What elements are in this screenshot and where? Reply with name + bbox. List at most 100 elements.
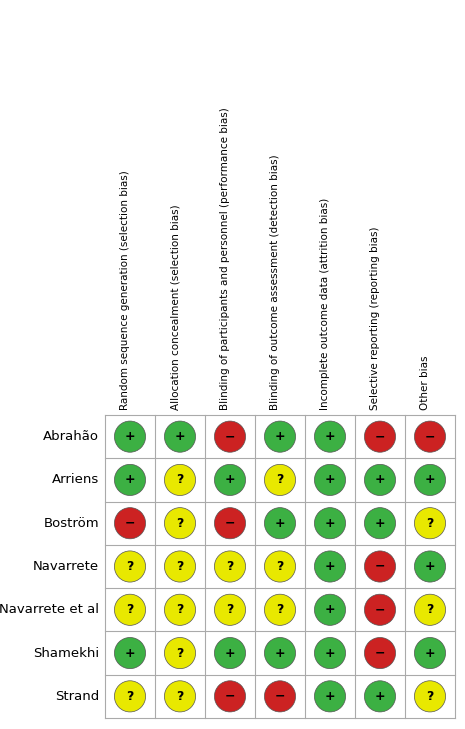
Text: −: − <box>375 647 385 660</box>
Text: +: + <box>425 560 435 573</box>
Circle shape <box>114 421 146 452</box>
Text: Strand: Strand <box>55 690 99 703</box>
Circle shape <box>214 594 246 625</box>
Text: −: − <box>275 690 285 703</box>
Text: Incomplete outcome data (attrition bias): Incomplete outcome data (attrition bias) <box>320 198 330 410</box>
Text: ?: ? <box>126 604 134 616</box>
Text: ?: ? <box>176 690 184 703</box>
Text: +: + <box>325 430 335 443</box>
Text: ?: ? <box>126 690 134 703</box>
Text: ?: ? <box>126 560 134 573</box>
Text: Blinding of participants and personnel (performance bias): Blinding of participants and personnel (… <box>220 107 230 410</box>
Circle shape <box>365 681 396 712</box>
Text: +: + <box>325 647 335 660</box>
Text: ?: ? <box>276 560 284 573</box>
Circle shape <box>165 681 196 712</box>
Text: ?: ? <box>176 604 184 616</box>
Text: ?: ? <box>426 517 434 530</box>
Circle shape <box>265 507 296 539</box>
Circle shape <box>314 507 345 539</box>
Circle shape <box>414 464 445 496</box>
Circle shape <box>314 464 345 496</box>
Circle shape <box>165 464 196 496</box>
Text: −: − <box>375 604 385 616</box>
Text: +: + <box>225 647 235 660</box>
Text: +: + <box>175 430 186 443</box>
Text: Blinding of outcome assessment (detection bias): Blinding of outcome assessment (detectio… <box>270 155 280 410</box>
Text: +: + <box>275 647 286 660</box>
Text: ?: ? <box>176 517 184 530</box>
Text: −: − <box>425 430 435 443</box>
Text: +: + <box>425 647 435 660</box>
Circle shape <box>414 637 445 668</box>
Text: ?: ? <box>276 473 284 486</box>
Circle shape <box>365 637 396 668</box>
Circle shape <box>365 594 396 625</box>
Text: Selective reporting (reporting bias): Selective reporting (reporting bias) <box>370 227 380 410</box>
Text: ?: ? <box>176 473 184 486</box>
Circle shape <box>365 464 396 496</box>
Text: +: + <box>325 604 335 616</box>
Circle shape <box>314 551 345 582</box>
Circle shape <box>265 421 296 452</box>
Text: ?: ? <box>226 604 234 616</box>
Text: Arriens: Arriens <box>52 473 99 486</box>
Text: Navarrete: Navarrete <box>33 560 99 573</box>
Circle shape <box>114 637 146 668</box>
Circle shape <box>365 507 396 539</box>
Circle shape <box>165 637 196 668</box>
Text: Allocation concealment (selection bias): Allocation concealment (selection bias) <box>170 204 180 410</box>
Text: ?: ? <box>276 604 284 616</box>
Circle shape <box>114 507 146 539</box>
Circle shape <box>314 637 345 668</box>
Circle shape <box>165 551 196 582</box>
Circle shape <box>114 464 146 496</box>
Circle shape <box>414 421 445 452</box>
Circle shape <box>214 421 246 452</box>
Circle shape <box>165 507 196 539</box>
Text: +: + <box>425 473 435 486</box>
Circle shape <box>265 637 296 668</box>
Circle shape <box>265 594 296 625</box>
Text: +: + <box>275 430 286 443</box>
Text: +: + <box>375 690 385 703</box>
Circle shape <box>114 594 146 625</box>
Text: Abrahão: Abrahão <box>43 430 99 443</box>
Circle shape <box>214 551 246 582</box>
Circle shape <box>214 464 246 496</box>
Circle shape <box>214 681 246 712</box>
Circle shape <box>265 681 296 712</box>
Text: Boström: Boström <box>43 517 99 530</box>
Circle shape <box>114 681 146 712</box>
Text: +: + <box>225 473 235 486</box>
Text: +: + <box>325 473 335 486</box>
Circle shape <box>414 594 445 625</box>
Text: ?: ? <box>176 560 184 573</box>
Text: Other bias: Other bias <box>420 356 430 410</box>
Circle shape <box>365 421 396 452</box>
Text: +: + <box>325 690 335 703</box>
Text: Shamekhi: Shamekhi <box>33 647 99 660</box>
Text: ?: ? <box>426 604 434 616</box>
Text: +: + <box>275 517 286 530</box>
Circle shape <box>314 421 345 452</box>
Circle shape <box>414 551 445 582</box>
Circle shape <box>265 551 296 582</box>
Circle shape <box>214 637 246 668</box>
Text: Navarrete et al: Navarrete et al <box>0 604 99 616</box>
Text: +: + <box>125 430 135 443</box>
Text: −: − <box>225 690 235 703</box>
Text: ?: ? <box>176 647 184 660</box>
Text: ?: ? <box>226 560 234 573</box>
Text: +: + <box>375 473 385 486</box>
Text: −: − <box>375 560 385 573</box>
Text: +: + <box>125 473 135 486</box>
Circle shape <box>314 681 345 712</box>
Circle shape <box>114 551 146 582</box>
Text: −: − <box>375 430 385 443</box>
Text: −: − <box>225 517 235 530</box>
Text: −: − <box>125 517 135 530</box>
Circle shape <box>314 594 345 625</box>
Circle shape <box>165 594 196 625</box>
Circle shape <box>265 464 296 496</box>
